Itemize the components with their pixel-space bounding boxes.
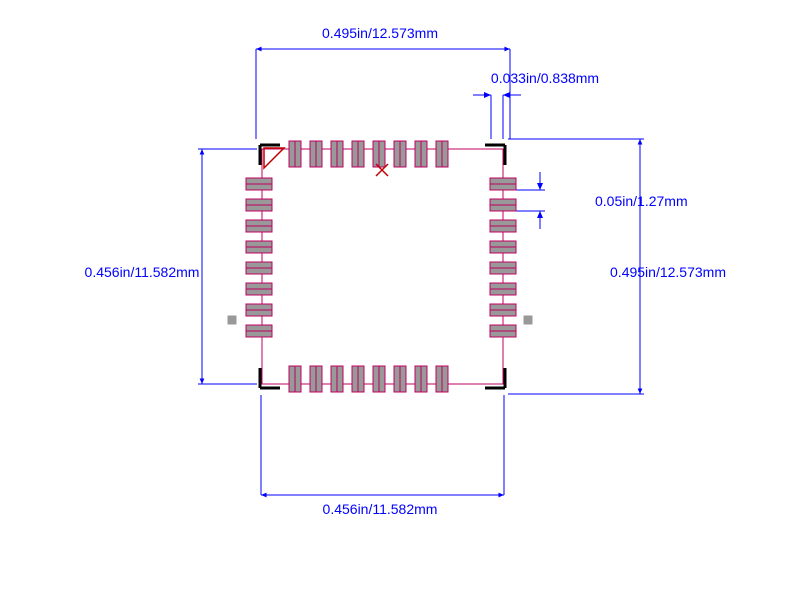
arrowhead: [256, 47, 262, 52]
fiducial: [524, 316, 532, 324]
dim-top-overall: 0.495in/12.573mm: [322, 25, 438, 41]
arrowhead: [504, 47, 510, 52]
courtyard: [262, 149, 503, 384]
arrowhead: [498, 493, 504, 498]
dim-bottom-inner: 0.456in/11.582mm: [323, 501, 438, 517]
dim-left-inner: 0.456in/11.582mm: [85, 264, 200, 280]
arrowhead: [261, 493, 267, 498]
dim-right-outer: 0.495in/12.573mm: [610, 264, 726, 280]
fiducial: [228, 316, 236, 324]
arrowhead: [638, 388, 643, 394]
arrowhead: [200, 149, 205, 155]
dim-pad-pitch: 0.05in/1.27mm: [595, 193, 688, 209]
dim-pad-width: 0.033in/0.838mm: [491, 70, 599, 86]
pin1-marker: [264, 148, 284, 168]
arrowhead: [638, 139, 643, 145]
arrowhead: [200, 378, 205, 384]
